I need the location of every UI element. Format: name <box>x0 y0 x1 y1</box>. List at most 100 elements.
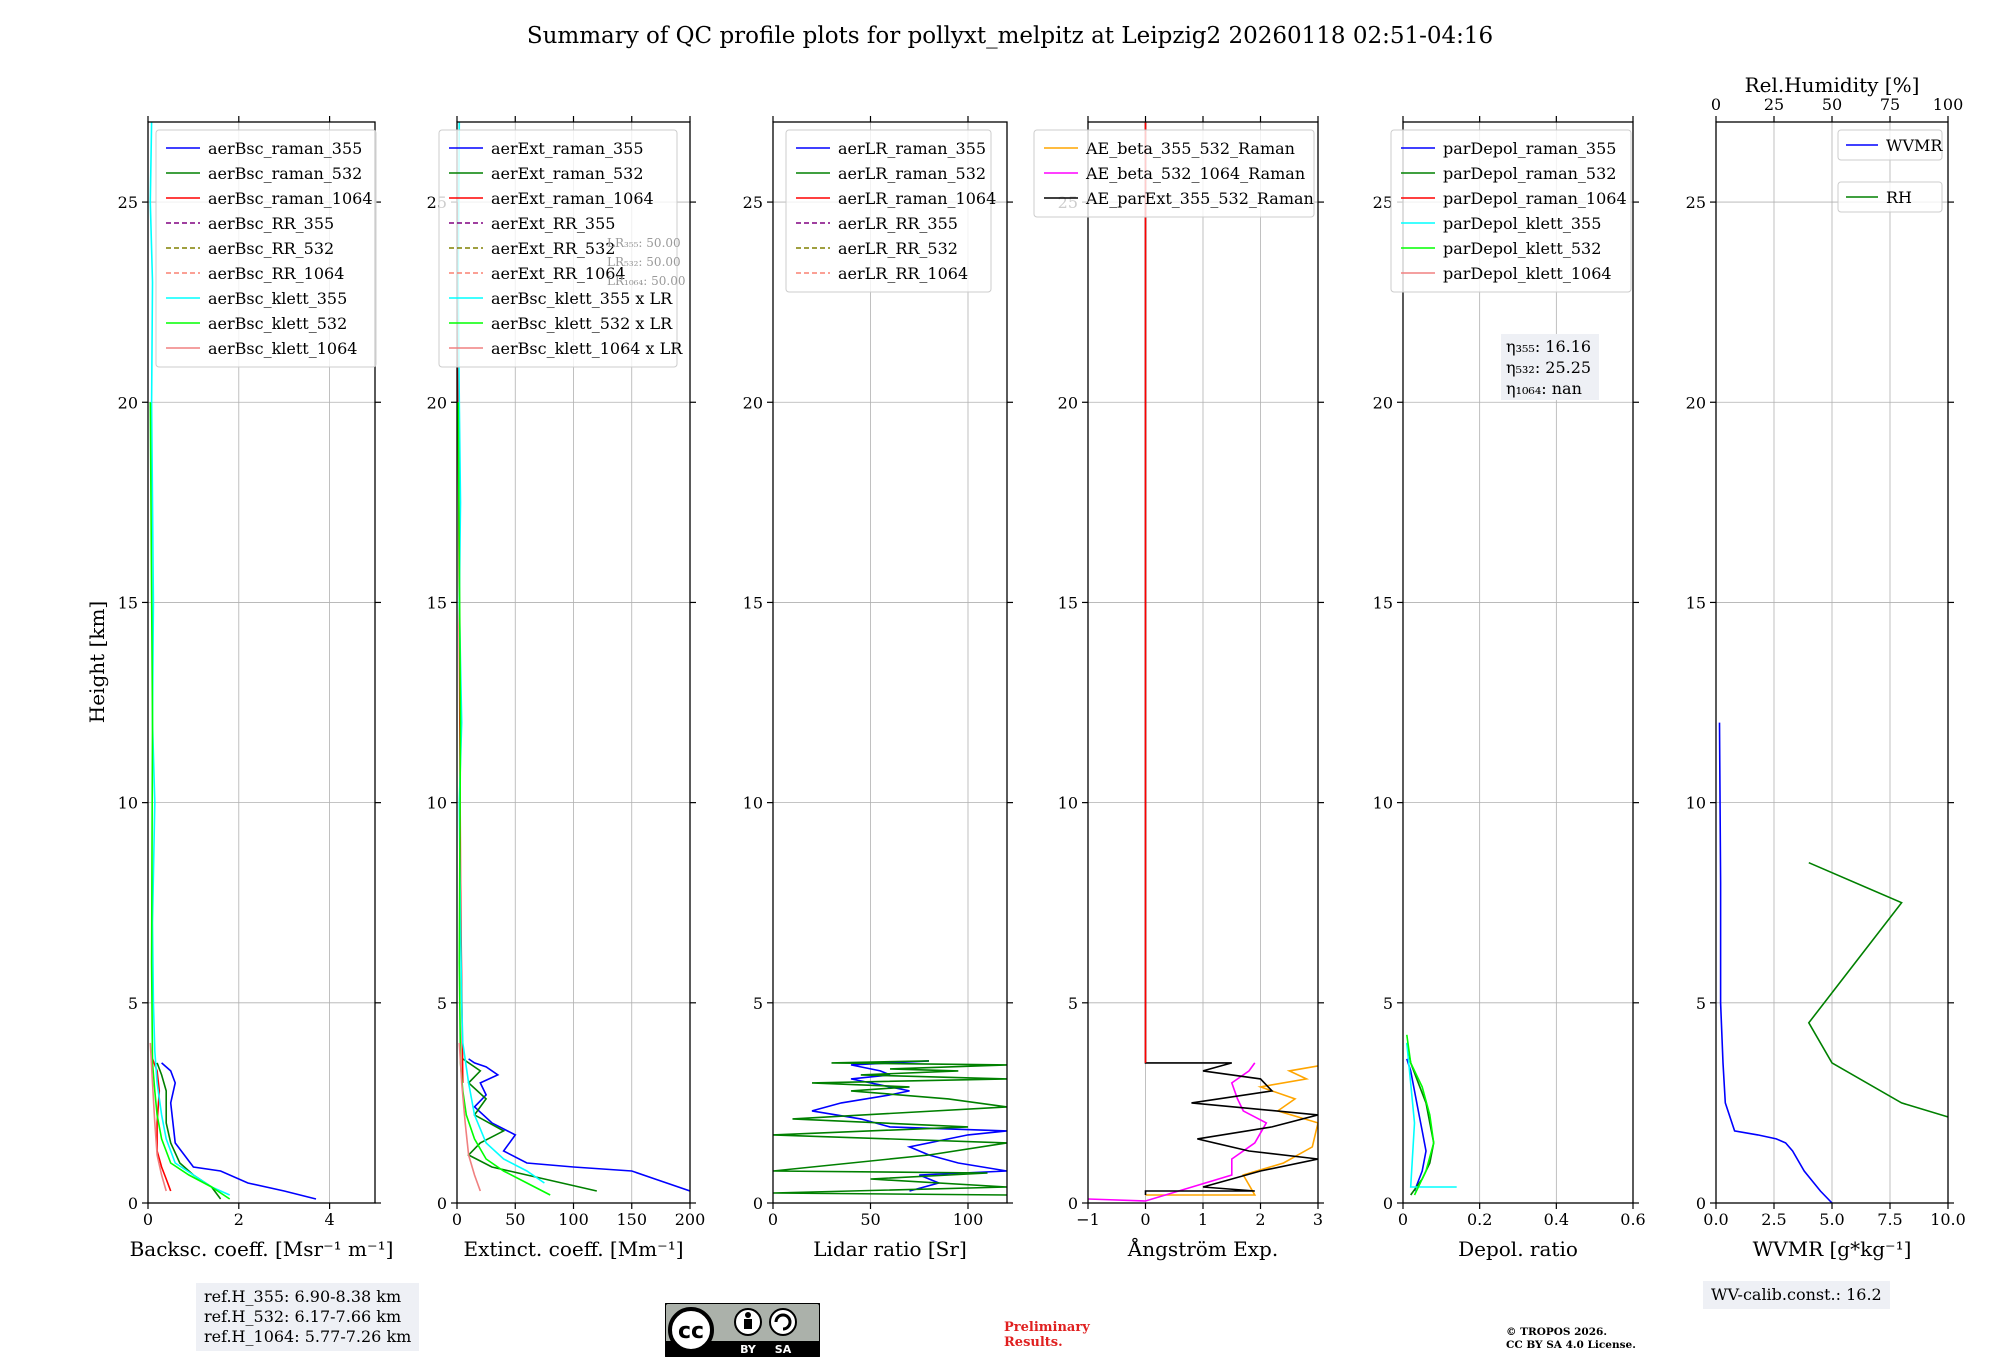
legend-label: aerLR_raman_355 <box>838 139 986 158</box>
x-tick-label: 50 <box>860 1210 880 1229</box>
y-axis-label: Height [km] <box>85 601 109 723</box>
y-tick-label: 20 <box>1373 393 1393 412</box>
top-x-tick-label: 100 <box>1933 95 1964 114</box>
x-tick-label: 10.0 <box>1930 1210 1966 1229</box>
series-aerBsc_klett_532 x LR <box>457 402 551 1196</box>
legend-label: WVMR <box>1886 136 1943 155</box>
preliminary-line-1: Preliminary <box>1004 1320 1090 1335</box>
top-x-tick-label: 0 <box>1711 95 1721 114</box>
panel-3: 0 50 100 0 5 10 15 20 25 Lidar ratio [Sr] aerLR_ra… <box>743 116 1013 1261</box>
y-tick-label: 0 <box>1696 1194 1706 1213</box>
y-tick-label: 20 <box>118 393 138 412</box>
series-aerLR_raman_532 <box>773 1060 1007 1196</box>
y-tick-label: 5 <box>128 994 138 1013</box>
x-tick-label: 4 <box>325 1210 335 1229</box>
legend-box <box>1837 129 1943 161</box>
lr-annotation: LR₁₀₆₄: 50.00 <box>607 274 685 288</box>
x-tick-label: 0 <box>768 1210 778 1229</box>
y-tick-label: 0 <box>753 1194 763 1213</box>
y-tick-label: 20 <box>427 393 447 412</box>
series-group <box>773 1060 1007 1196</box>
sa-share-icon <box>769 1308 797 1336</box>
legend-label: aerLR_RR_1064 <box>838 264 968 283</box>
y-tick-label: 25 <box>1686 193 1706 212</box>
y-tick-label: 10 <box>1373 794 1393 813</box>
x-tick-label: 200 <box>675 1210 706 1229</box>
legend-label: parDepol_raman_355 <box>1443 139 1616 158</box>
y-tick-label: 5 <box>1383 994 1393 1013</box>
legend-label: aerBsc_raman_532 <box>208 164 362 183</box>
legend-label: aerBsc_RR_1064 <box>208 264 344 283</box>
series-RH <box>1807 861 1948 1140</box>
legend-box <box>1033 129 1315 218</box>
axes-frame <box>1402 121 1634 1204</box>
legend-label: aerBsc_RR_532 <box>208 239 334 258</box>
legend-label: AE_beta_355_532_Raman <box>1085 139 1295 158</box>
y-tick-label: 10 <box>1686 794 1706 813</box>
series-aerBsc_klett_532 <box>149 402 231 1200</box>
y-tick-label: 25 <box>743 193 763 212</box>
y-tick-label: 20 <box>1686 393 1706 412</box>
legend-label: aerBsc_klett_1064 <box>208 339 357 358</box>
y-tick-label: 20 <box>743 393 763 412</box>
x-tick-label: 0 <box>1140 1210 1150 1229</box>
series-aerExt_raman_532 <box>462 1058 597 1192</box>
legend-label: aerBsc_klett_532 <box>208 314 347 333</box>
y-tick-label: 25 <box>118 193 138 212</box>
axes-frame <box>772 121 1008 1204</box>
legend-label: aerExt_raman_1064 <box>491 189 654 208</box>
eta-annotation: η₁₀₆₄: nan <box>1506 379 1582 398</box>
series-aerBsc_klett_1064 <box>149 1042 167 1192</box>
legend-label: parDepol_klett_355 <box>1443 214 1601 233</box>
legend-box <box>1390 129 1632 293</box>
legend-label: aerBsc_RR_355 <box>208 214 334 233</box>
series-parDepol_klett_532 <box>1406 1034 1435 1196</box>
top-x-tick-label: 50 <box>1822 95 1842 114</box>
x-axis-label: Ångström Exp. <box>1127 1236 1278 1261</box>
x-tick-label: 0.0 <box>1703 1210 1728 1229</box>
legend-label: aerBsc_klett_532 x LR <box>491 314 673 333</box>
eta-box <box>1501 334 1599 400</box>
series-group <box>1088 122 1318 1202</box>
ref-height-532: ref.H_532: 6.17-7.66 km <box>204 1307 402 1326</box>
y-tick-label: 5 <box>1696 994 1706 1013</box>
lr-annotation: LR₃₅₅: 50.00 <box>607 236 681 250</box>
y-tick-label: 10 <box>1058 794 1078 813</box>
series-WVMR <box>1718 722 1833 1203</box>
y-tick-label: 5 <box>753 994 763 1013</box>
panel-6: 0.0 2.5 5.0 7.5 10.0 0 5 10 15 20 25 WVMR [g*kg⁻¹] 0… <box>1686 73 1966 1261</box>
x-tick-label: 50 <box>505 1210 525 1229</box>
wv-calib-text: WV-calib.const.: 16.2 <box>1711 1285 1882 1304</box>
y-tick-label: 20 <box>1058 393 1078 412</box>
legend-box <box>438 129 678 368</box>
y-tick-label: 15 <box>1686 593 1706 612</box>
preliminary-note: Preliminary Results. <box>1004 1320 1090 1350</box>
x-axis-label: Lidar ratio [Sr] <box>813 1237 967 1261</box>
ref-heights-box: ref.H_355: 6.90-8.38 km ref.H_532: 6.17-… <box>196 1283 420 1351</box>
series-AE_beta_355_532_Raman <box>1145 1065 1318 1196</box>
legend-label: AE_parExt_355_532_Raman <box>1085 189 1314 208</box>
x-tick-label: −1 <box>1076 1210 1100 1229</box>
legend-label: aerBsc_raman_1064 <box>208 189 373 208</box>
x-tick-label: 2.5 <box>1761 1210 1786 1229</box>
axes-frame <box>147 121 376 1204</box>
figure-title: Summary of QC profile plots for pollyxt_… <box>527 23 1493 49</box>
x-axis-label: WVMR [g*kg⁻¹] <box>1753 1237 1912 1261</box>
legend-label: aerExt_raman_355 <box>491 139 644 158</box>
cc-logo-text: cc <box>678 1319 704 1344</box>
ref-height-355: ref.H_355: 6.90-8.38 km <box>204 1287 402 1306</box>
y-tick-label: 15 <box>427 593 447 612</box>
y-tick-label: 0 <box>437 1194 447 1213</box>
legend-label: aerLR_RR_355 <box>838 214 958 233</box>
legend-label: parDepol_raman_1064 <box>1443 189 1627 208</box>
lr-annotation: LR₅₃₂: 50.00 <box>607 255 681 269</box>
y-tick-label: 15 <box>118 593 138 612</box>
x-tick-label: 100 <box>558 1210 589 1229</box>
eta-annotation: η₃₅₅: 16.16 <box>1506 337 1591 356</box>
series-aerBsc_raman_355 <box>161 1062 317 1200</box>
y-tick-label: 0 <box>1068 1194 1078 1213</box>
y-tick-label: 10 <box>427 794 447 813</box>
legend-label: parDepol_klett_1064 <box>1443 264 1612 283</box>
ref-height-1064: ref.H_1064: 5.77-7.26 km <box>204 1327 412 1346</box>
cc-license-badge: cc BY SA <box>665 1303 820 1357</box>
